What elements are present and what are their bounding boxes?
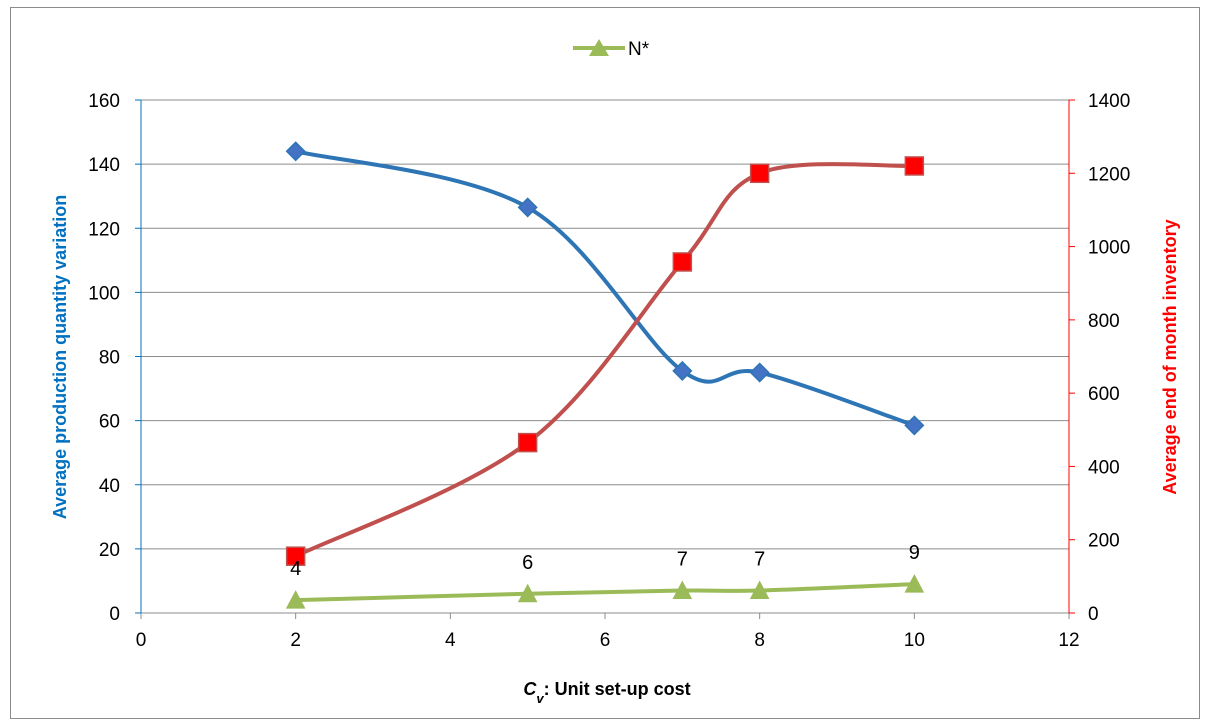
data-label: 6 xyxy=(522,552,533,574)
y-left-tick-label: 160 xyxy=(88,91,120,112)
x-tick-label: 12 xyxy=(1058,630,1079,651)
data-point-triangle xyxy=(672,580,693,600)
x-tick-label: 10 xyxy=(904,630,925,651)
y-left-tick-label: 140 xyxy=(88,155,120,176)
y-left-tick-label: 60 xyxy=(99,412,120,433)
x-tick-label: 0 xyxy=(136,630,147,651)
y-left-tick-label: 40 xyxy=(99,476,120,497)
data-point-diamond xyxy=(517,197,538,218)
y-right-tick-label: 1200 xyxy=(1088,164,1130,185)
x-tick-label: 8 xyxy=(754,630,765,651)
y-left-tick-label: 80 xyxy=(99,348,120,369)
y-right-tick-label: 1000 xyxy=(1088,238,1130,259)
data-label: 7 xyxy=(677,549,688,571)
y-left-tick-label: 20 xyxy=(99,540,120,561)
data-point-square xyxy=(285,546,306,566)
data-point-triangle xyxy=(904,574,925,593)
y-axis-right-title: Average end of month inventory xyxy=(1160,219,1180,494)
data-point-square xyxy=(517,432,538,453)
series-line-2 xyxy=(293,582,917,603)
data-point-square xyxy=(904,156,925,176)
y-right-tick-label: 1400 xyxy=(1088,91,1130,112)
legend-marker-n-star xyxy=(589,39,609,56)
x-tick-label: 4 xyxy=(445,630,456,651)
data-point-diamond xyxy=(749,362,770,383)
y-left-tick-label: 100 xyxy=(88,283,120,304)
data-point-diamond xyxy=(672,360,693,381)
data-label: 7 xyxy=(754,549,765,571)
x-axis-title: Cv: Unit set-up cost xyxy=(523,679,690,706)
series-line-1 xyxy=(293,162,917,559)
labels-layer: 4 6 7 7 9 xyxy=(290,542,920,580)
y-right-tick-label: 600 xyxy=(1088,384,1120,405)
legend-label-n-star: N* xyxy=(628,39,650,60)
y-left-tick-label: 0 xyxy=(109,604,120,625)
series-line-0 xyxy=(293,149,917,428)
y-right-tick-label: 200 xyxy=(1088,531,1120,552)
y-right-tick-label: 400 xyxy=(1088,457,1120,478)
y-right-tick-label: 0 xyxy=(1088,604,1099,625)
series-layer xyxy=(285,141,925,609)
data-point-triangle xyxy=(517,583,538,603)
data-point-diamond xyxy=(285,141,306,162)
y-left-tick-label: 120 xyxy=(88,219,120,240)
data-point-square xyxy=(749,163,770,184)
y-axis-left-title: Average production quantity variation xyxy=(50,195,70,519)
data-label: 9 xyxy=(909,542,920,564)
x-tick-label: 2 xyxy=(290,630,301,651)
y-right-tick-label: 800 xyxy=(1088,311,1120,332)
gridlines xyxy=(141,99,1069,550)
data-label: 4 xyxy=(290,558,301,580)
data-point-triangle xyxy=(749,580,770,600)
data-point-square xyxy=(672,252,693,272)
data-point-triangle xyxy=(285,590,306,609)
x-tick-label: 6 xyxy=(600,630,611,651)
legend: N* xyxy=(573,39,650,60)
axes: 0 2 4 6 8 10 120204060801001201401600200400600… xyxy=(88,91,1130,651)
data-point-diamond xyxy=(904,415,925,436)
